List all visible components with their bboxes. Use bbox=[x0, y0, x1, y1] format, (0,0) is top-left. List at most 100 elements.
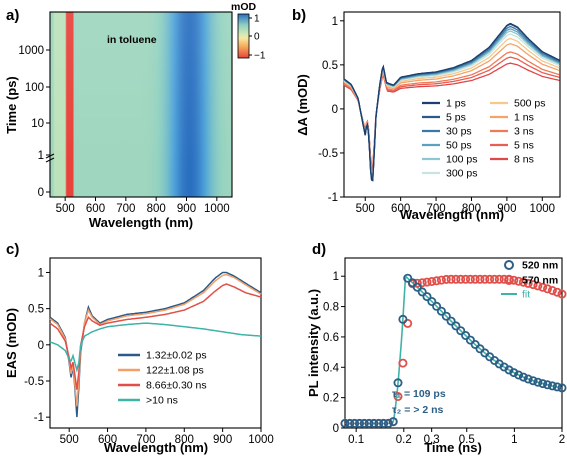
a-xtick-label: 500 bbox=[56, 203, 75, 215]
panel-b: b) 500 600 700 800 900 1000 -1 -0.5 0 0.5 1 1 ps 5… bbox=[292, 7, 561, 222]
d-point-570 bbox=[547, 285, 557, 295]
a-xtick-label: 600 bbox=[86, 203, 105, 215]
d-ytick-label: 0.2 bbox=[323, 393, 339, 405]
d-point-570 bbox=[533, 281, 543, 291]
c-xtick-label: 700 bbox=[136, 434, 155, 446]
d-point-570 bbox=[465, 274, 475, 284]
b-ytick-label: 0 bbox=[332, 104, 338, 116]
d-xtick-label: 2 bbox=[559, 434, 565, 446]
d-point-520 bbox=[412, 282, 422, 292]
d-ytick-label: 0.6 bbox=[323, 332, 339, 344]
b-legend-label: 5 ps bbox=[446, 112, 466, 124]
d-point-520 bbox=[364, 418, 374, 428]
a-xtick-label: 1000 bbox=[204, 203, 230, 215]
d-ytick-label: 0.4 bbox=[323, 362, 340, 374]
panel-d-x-ticks: 0.1 0.2 0.3 0.5 1 2 bbox=[348, 428, 565, 446]
b-xtick-label: 900 bbox=[497, 203, 516, 215]
d-legend-label: 520 nm bbox=[522, 260, 558, 272]
panel-a-x-ticks: 500 600 700 800 900 1000 bbox=[56, 197, 230, 215]
d-point-520 bbox=[538, 379, 548, 389]
heatmap-shade bbox=[50, 12, 232, 197]
d-point-570 bbox=[441, 274, 451, 284]
d-legend-marker bbox=[504, 275, 514, 285]
colorbar-label: mOD bbox=[231, 1, 257, 13]
d-point-520 bbox=[509, 368, 519, 378]
panel-c-series bbox=[49, 271, 262, 418]
d-point-520 bbox=[451, 321, 461, 331]
panel-b-label: b) bbox=[292, 7, 306, 24]
d-legend-marker bbox=[504, 260, 514, 270]
d-point-520 bbox=[393, 378, 403, 388]
c-legend-label: 122±1.08 ps bbox=[146, 365, 204, 377]
panel-a-label: a) bbox=[6, 7, 19, 24]
c-series-line bbox=[49, 273, 262, 407]
d-point-520 bbox=[461, 330, 471, 340]
panel-d-xlabel: Time (ns) bbox=[424, 440, 482, 455]
b-legend-label: 3 ns bbox=[514, 126, 534, 138]
tau2-annotation: τ₂ = > 2 ns bbox=[392, 404, 444, 416]
d-ytick-label: 1 bbox=[333, 271, 339, 283]
d-xtick-label: 0.5 bbox=[459, 434, 475, 446]
b-legend-label: 1 ps bbox=[446, 98, 466, 110]
b-xtick-label: 700 bbox=[426, 203, 445, 215]
b-legend-label: 500 ps bbox=[514, 98, 546, 110]
d-legend-label: fit bbox=[522, 289, 530, 301]
d-point-570 bbox=[456, 274, 466, 284]
c-xtick-label: 800 bbox=[175, 434, 194, 446]
d-point-520 bbox=[547, 381, 557, 391]
d-point-520 bbox=[369, 418, 379, 428]
panel-c-legend: 1.32±0.02 ps 122±1.08 ps 8.66±0.30 ns >10 n… bbox=[118, 350, 207, 407]
d-point-570 bbox=[451, 274, 461, 284]
d-xtick-label: 0.2 bbox=[396, 434, 412, 446]
d-point-520 bbox=[427, 296, 437, 306]
colorbar-tick-label: 1 bbox=[254, 14, 260, 25]
b-ytick-label: 0.5 bbox=[322, 60, 338, 72]
panel-b-ylabel: ΔA (mOD) bbox=[295, 74, 310, 136]
panel-d: d) 0.1 0.2 0.3 0.5 1 2 00.20.40.60.81 520 nm5… bbox=[306, 241, 567, 455]
d-point-570 bbox=[398, 358, 408, 368]
colorbar-tick-label: −1 bbox=[254, 51, 266, 62]
panel-c-xlabel: Wavelength (nm) bbox=[104, 440, 208, 455]
panel-a-xlabel: Wavelength (nm) bbox=[89, 215, 193, 230]
d-legend-label: 570 nm bbox=[522, 275, 558, 287]
d-point-570 bbox=[393, 391, 403, 401]
panel-c-y-ticks: -1 -0.5 0 0.5 1 bbox=[24, 267, 50, 424]
d-point-570 bbox=[543, 284, 553, 294]
a-xtick-label: 900 bbox=[177, 203, 196, 215]
d-point-520 bbox=[436, 306, 446, 316]
d-point-520 bbox=[359, 418, 369, 428]
d-point-570 bbox=[552, 287, 562, 297]
a-ytick-label: 1000 bbox=[18, 45, 44, 57]
c-xtick-label: 500 bbox=[60, 434, 79, 446]
d-point-570 bbox=[489, 274, 499, 284]
d-point-570 bbox=[436, 275, 446, 285]
panel-d-series bbox=[340, 273, 567, 428]
c-legend-label: 1.32±0.02 ps bbox=[146, 350, 207, 362]
panel-b-y-ticks: -1 -0.5 0 0.5 1 bbox=[318, 16, 344, 204]
d-point-520 bbox=[456, 326, 466, 336]
b-xtick-label: 600 bbox=[391, 203, 410, 215]
b-legend-label: 5 ns bbox=[514, 140, 534, 152]
panel-c-x-ticks: 500 600 700 800 900 1000 bbox=[60, 428, 274, 446]
c-xtick-label: 1000 bbox=[248, 434, 274, 446]
c-ytick-label: -0.5 bbox=[24, 376, 44, 388]
d-point-520 bbox=[383, 418, 393, 428]
c-xtick-label: 900 bbox=[213, 434, 232, 446]
d-point-520 bbox=[557, 383, 567, 393]
d-point-520 bbox=[417, 287, 427, 297]
panel-d-legend: 520 nm 570 nm fit bbox=[501, 260, 558, 301]
panel-a-y-ticks: 0 1 10 100 1000 bbox=[18, 45, 50, 199]
heatmap-annotation: in toluene bbox=[107, 34, 157, 46]
d-ytick-label: 0 bbox=[333, 423, 339, 435]
d-xtick-label: 0.1 bbox=[348, 434, 364, 446]
panel-b-xlabel: Wavelength (nm) bbox=[400, 207, 504, 222]
d-point-520 bbox=[350, 418, 360, 428]
panel-d-frame bbox=[344, 257, 563, 429]
d-point-570 bbox=[485, 274, 495, 284]
d-point-520 bbox=[388, 417, 398, 427]
c-xtick-label: 600 bbox=[98, 434, 117, 446]
c-ytick-label: 0 bbox=[38, 340, 44, 352]
c-legend-label: 8.66±0.30 ns bbox=[146, 380, 207, 392]
d-point-520 bbox=[523, 374, 533, 384]
d-point-520 bbox=[407, 278, 417, 288]
